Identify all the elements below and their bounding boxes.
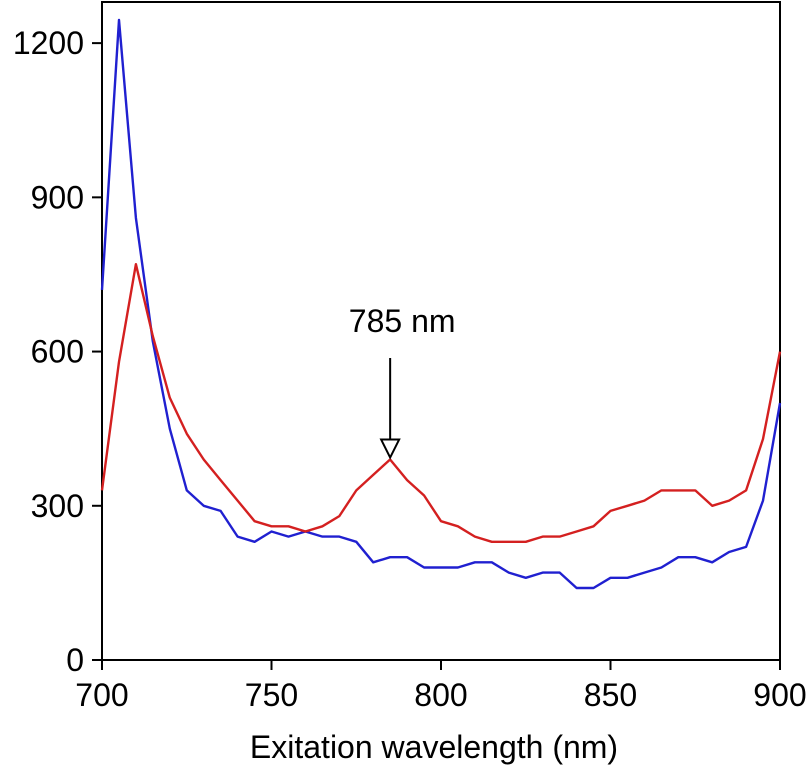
- y-axis: 0 300 600 900 1200: [13, 25, 102, 678]
- x-axis: 700 750 800 850 900: [75, 660, 807, 713]
- y-tick-label: 0: [66, 642, 84, 678]
- x-tick-label: 850: [584, 677, 637, 713]
- x-tick-label: 700: [75, 677, 128, 713]
- series-layer: [100, 18, 782, 590]
- annotation-layer: 785 nm: [349, 303, 456, 460]
- x-tick-label: 750: [245, 677, 298, 713]
- series-line-blue: [100, 18, 782, 590]
- x-tick-label: 800: [414, 677, 467, 713]
- y-tick-label: 600: [31, 334, 84, 370]
- annotation-arrow-head: [379, 438, 401, 460]
- y-tick-label: 900: [31, 179, 84, 215]
- y-tick-label: 1200: [13, 25, 84, 61]
- x-axis-title: Exitation wavelength (nm): [250, 729, 618, 765]
- x-tick-label: 900: [753, 677, 806, 713]
- y-tick-label: 300: [31, 488, 84, 524]
- annotation-label: 785 nm: [349, 303, 456, 339]
- series-line-red: [100, 263, 782, 543]
